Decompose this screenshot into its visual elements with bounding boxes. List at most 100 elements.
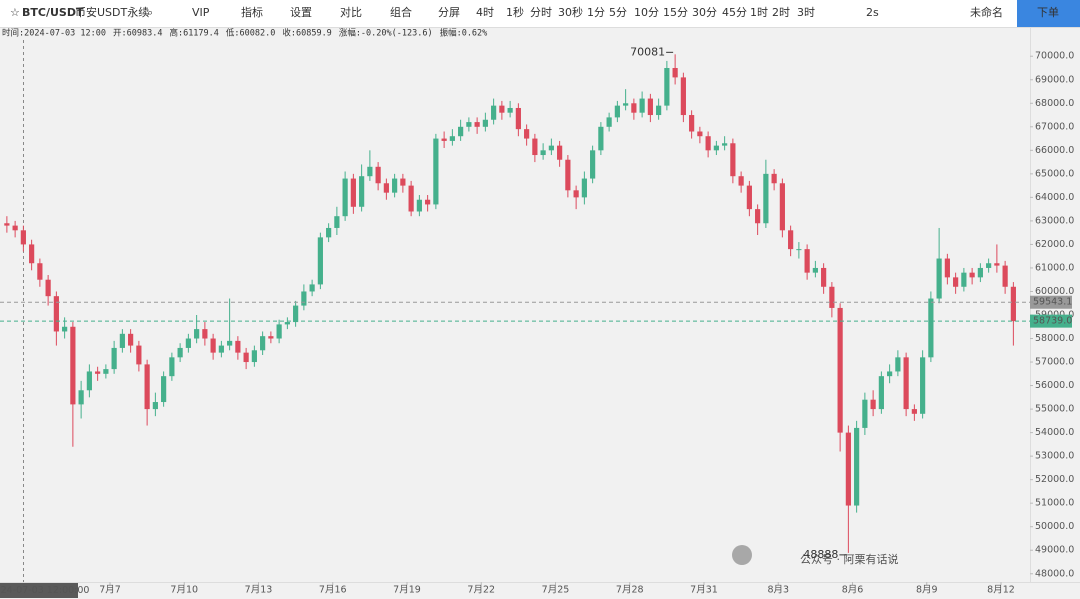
order-button[interactable]: 下单 (1037, 6, 1059, 19)
y-tick-label: 56000.0 (1035, 380, 1074, 391)
interval[interactable]: 30秒 (558, 5, 583, 19)
price-tag-bg (1030, 295, 1072, 309)
candle-body (713, 145, 719, 151)
star-icon[interactable]: ☆ (10, 6, 20, 19)
candle-body (697, 131, 703, 137)
ohlc-info: 时间:2024-07-03 12:00 (2, 28, 106, 39)
candle-body (441, 138, 447, 141)
interval[interactable]: 5分 (609, 6, 627, 19)
layout-name[interactable]: 未命名 (970, 5, 1003, 19)
candle-body (317, 237, 323, 285)
menu-item[interactable]: 设置 (290, 6, 312, 19)
interval[interactable]: 1分 (587, 6, 605, 19)
refresh-rate[interactable]: 2s (866, 6, 879, 19)
menu-item[interactable]: 组合 (390, 5, 412, 19)
candle-body (730, 143, 736, 177)
candle-body (301, 291, 307, 306)
candle-body (383, 183, 389, 193)
candle-body (194, 329, 200, 339)
y-tick-label: 68000.0 (1035, 98, 1074, 109)
menu-item[interactable]: VIP (192, 6, 210, 19)
candle-body (689, 115, 695, 132)
candle-body (639, 98, 645, 113)
y-tick-label: 61000.0 (1035, 262, 1074, 273)
candle-body (1002, 265, 1008, 287)
symbol[interactable]: BTC/USDT (22, 6, 84, 19)
candle-body (590, 150, 596, 179)
candle-body (994, 263, 1000, 266)
menu-item[interactable]: 指标 (241, 5, 263, 19)
candle-body (672, 67, 678, 78)
x-tick-label: 7月10 (170, 585, 198, 596)
candle-body (986, 263, 992, 268)
candle-body (86, 371, 92, 391)
y-tick-label: 58000.0 (1035, 333, 1074, 344)
y-tick-label: 54000.0 (1035, 427, 1074, 438)
candle-body (548, 145, 554, 151)
menu-item[interactable]: 对比 (340, 5, 362, 19)
candle-body (614, 105, 620, 118)
y-tick-label: 70000.0 (1035, 51, 1074, 62)
candle-body (854, 427, 860, 506)
x-tick-label: 7月7 (99, 585, 121, 596)
ohlc-info: 低:60082.0 (226, 28, 275, 39)
candle-body (878, 376, 884, 410)
candle-body (326, 227, 332, 238)
search-icon[interactable]: ⌕ (147, 6, 153, 19)
interval[interactable]: 1秒 (506, 5, 524, 19)
candle-body (202, 329, 208, 339)
candle-body (623, 103, 629, 106)
candle-body (37, 263, 43, 280)
market[interactable]: 币安USDT永续 (75, 5, 149, 19)
candle-body (4, 223, 10, 226)
interval[interactable]: 分时 (530, 6, 552, 19)
candle-body (12, 225, 18, 231)
candle-body (309, 284, 315, 292)
interval[interactable]: 30分 (692, 6, 717, 19)
crosshair-time-bg (0, 583, 78, 598)
y-tick-label: 65000.0 (1035, 168, 1074, 179)
candle-body (251, 350, 257, 363)
interval[interactable]: 15分 (663, 6, 688, 19)
candle-body (491, 105, 497, 120)
candle-body (936, 258, 942, 299)
candle-body (136, 345, 142, 365)
interval[interactable]: 1时 (750, 6, 768, 19)
interval[interactable]: 4时 (476, 6, 494, 19)
candle-body (425, 199, 431, 205)
candle-body (755, 209, 761, 224)
candle-body (862, 399, 868, 428)
candle-body (20, 230, 26, 245)
candle-body (598, 126, 604, 151)
candle-body (243, 352, 249, 363)
x-tick-label: 7月13 (245, 585, 273, 596)
candle-body (416, 199, 422, 212)
interval[interactable]: 2时 (772, 6, 790, 19)
y-tick-label: 55000.0 (1035, 404, 1074, 415)
candle-body (177, 347, 183, 358)
plot-background (0, 28, 1080, 599)
candle-body (375, 166, 381, 184)
candle-body (276, 324, 282, 339)
candle-body (260, 336, 266, 351)
ohlc-info: 收:60859.9 (282, 28, 331, 39)
ohlc-info: 涨幅:-0.20%(-123.6) (339, 28, 433, 39)
candle-body (606, 117, 612, 127)
candle-body (408, 185, 414, 212)
candle-body (400, 178, 406, 186)
interval[interactable]: 10分 (634, 6, 659, 19)
interval[interactable]: 45分 (722, 6, 747, 19)
x-tick-label: 8月3 (767, 585, 789, 596)
y-tick-label: 51000.0 (1035, 498, 1074, 509)
candle-body (771, 173, 777, 184)
candles (4, 54, 1016, 553)
x-tick-label: 7月25 (542, 585, 570, 596)
menu-item[interactable]: 分屏 (438, 6, 460, 19)
candle-body (911, 409, 917, 414)
order-button-bg[interactable] (1017, 0, 1080, 27)
interval[interactable]: 3时 (797, 6, 815, 19)
candle-body (746, 185, 752, 210)
y-tick-label: 67000.0 (1035, 121, 1074, 132)
x-tick-label: 8月12 (987, 585, 1015, 596)
